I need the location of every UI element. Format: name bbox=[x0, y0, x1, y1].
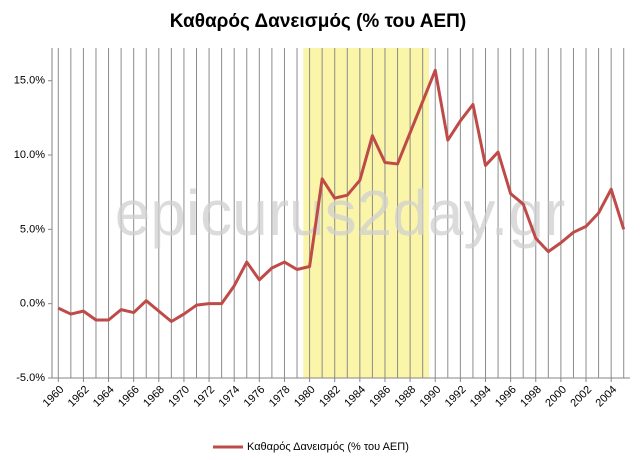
x-tick-label: 1986 bbox=[367, 384, 393, 410]
x-tick-label: 2004 bbox=[594, 384, 620, 410]
highlight-band bbox=[303, 48, 429, 378]
watermark: epicurus2day.gr bbox=[115, 177, 566, 249]
x-tick-label: 2000 bbox=[543, 384, 569, 410]
x-tick-label: 1964 bbox=[91, 384, 117, 410]
y-tick-label: 5.0% bbox=[20, 223, 45, 235]
y-tick-label: -5.0% bbox=[16, 372, 45, 384]
x-tick-label: 1996 bbox=[493, 384, 519, 410]
line-series bbox=[57, 68, 626, 324]
x-tick-label: 1974 bbox=[217, 384, 243, 410]
x-tick-label: 1988 bbox=[392, 384, 418, 410]
y-tick-label: 15.0% bbox=[14, 75, 45, 87]
y-tick-label: 10.0% bbox=[14, 149, 45, 161]
x-tick-label: 1970 bbox=[166, 384, 192, 410]
x-tick-label: 1960 bbox=[41, 384, 67, 410]
x-tick-label: 1992 bbox=[443, 384, 469, 410]
x-tick-label: 1966 bbox=[116, 384, 142, 410]
x-tick-label: 1982 bbox=[317, 384, 343, 410]
y-tick-label: 0.0% bbox=[20, 298, 45, 310]
x-tick-label: 1998 bbox=[518, 384, 544, 410]
chart-title: Καθαρός Δανεισμός (% του ΑΕΠ) bbox=[170, 11, 466, 32]
x-tick-label: 1968 bbox=[141, 384, 167, 410]
x-tick-label: 1990 bbox=[418, 384, 444, 410]
legend-label: Καθαρός Δανεισμός (% του ΑΕΠ) bbox=[247, 441, 409, 453]
x-tick-label: 1994 bbox=[468, 384, 494, 410]
x-tick-label: 1980 bbox=[292, 384, 318, 410]
x-tick-label: 1984 bbox=[342, 384, 368, 410]
x-tick-label: 1978 bbox=[267, 384, 293, 410]
x-tick-label: 1972 bbox=[191, 384, 217, 410]
x-tick-label: 2002 bbox=[568, 384, 594, 410]
x-tick-label: 1976 bbox=[242, 384, 268, 410]
x-tick-label: 1962 bbox=[66, 384, 92, 410]
